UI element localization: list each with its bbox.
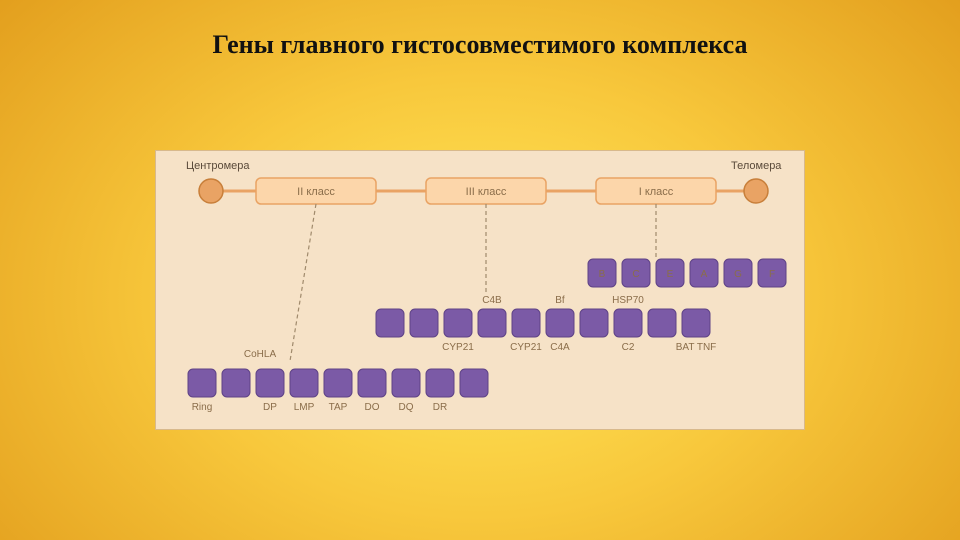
gene-label-below: DR	[433, 402, 447, 413]
gene-label-below: CYP21	[510, 342, 542, 353]
gene-label: G	[734, 269, 742, 280]
gene-box	[478, 309, 506, 337]
gene-box	[410, 309, 438, 337]
gene-box	[324, 369, 352, 397]
gene-label-above: C4B	[482, 295, 502, 306]
gene-label: B	[599, 269, 606, 280]
cohla-label: CoHLA	[244, 349, 277, 360]
gene-box	[444, 309, 472, 337]
connector-dash	[290, 204, 316, 361]
slide-title: Гены главного гистосовместимого комплекс…	[0, 30, 960, 60]
gene-label-below: C2	[622, 342, 635, 353]
gene-box	[426, 369, 454, 397]
gene-label-above: Bf	[555, 295, 565, 306]
gene-label-below: LMP	[294, 402, 315, 413]
gene-label-below: DP	[263, 402, 277, 413]
class-label: II класс	[297, 186, 335, 198]
gene-box	[512, 309, 540, 337]
gene-label: F	[769, 269, 775, 280]
gene-label-below: BAT TNF	[676, 342, 717, 353]
gene-box	[648, 309, 676, 337]
gene-label-below: CYP21	[442, 342, 474, 353]
class-label: III класс	[466, 186, 507, 198]
gene-box	[614, 309, 642, 337]
gene-box	[580, 309, 608, 337]
gene-box	[392, 369, 420, 397]
gene-label-above: HSP70	[612, 295, 644, 306]
telomere-label: Теломера	[731, 160, 782, 172]
gene-label-below: DQ	[399, 402, 414, 413]
gene-box	[546, 309, 574, 337]
gene-box	[188, 369, 216, 397]
gene-box	[290, 369, 318, 397]
gene-label: A	[701, 269, 708, 280]
gene-label-below: C4A	[550, 342, 570, 353]
gene-box	[256, 369, 284, 397]
gene-label-below: Ring	[192, 402, 213, 413]
gene-box	[358, 369, 386, 397]
gene-label: C	[632, 269, 639, 280]
gene-box	[682, 309, 710, 337]
gene-diagram: Центромера Теломера II класс III класс I кла…	[156, 151, 806, 431]
centromere-circle	[199, 179, 223, 203]
centromere-label: Центромера	[186, 160, 250, 172]
gene-label-below: DO	[365, 402, 380, 413]
class-label: I класс	[639, 186, 674, 198]
telomere-circle	[744, 179, 768, 203]
gene-label: E	[667, 269, 674, 280]
gene-box	[376, 309, 404, 337]
diagram-panel: Центромера Теломера II класс III класс I кла…	[155, 150, 805, 430]
gene-box	[460, 369, 488, 397]
gene-label-below: TAP	[329, 402, 348, 413]
gene-box	[222, 369, 250, 397]
